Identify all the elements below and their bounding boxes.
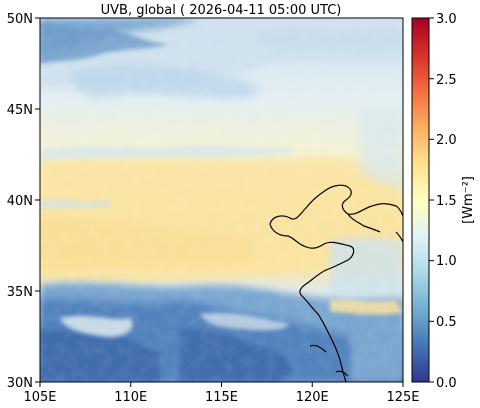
lon-axis bbox=[39, 382, 404, 387]
colorbar-tick-label: 0.5 bbox=[436, 315, 457, 330]
colorbar-tick-label: 1.0 bbox=[436, 254, 457, 269]
lat-tick-label: 50N bbox=[7, 12, 33, 27]
lat-tick-label: 45N bbox=[7, 103, 33, 118]
coastline bbox=[269, 184, 403, 382]
lon-tick-label: 110E bbox=[114, 390, 147, 405]
colorbar-tick-label: 3.0 bbox=[436, 12, 457, 27]
colorbar-tick-label: 2.0 bbox=[436, 133, 457, 148]
lat-tick-label: 40N bbox=[7, 194, 33, 209]
colorbar-ticks bbox=[429, 17, 434, 383]
lon-tick-label: 115E bbox=[205, 390, 238, 405]
lon-tick-label: 120E bbox=[296, 390, 329, 405]
lat-tick-label: 35N bbox=[7, 285, 33, 300]
colorbar-tick-label: 1.5 bbox=[436, 194, 457, 209]
lon-tick-label: 125E bbox=[386, 390, 419, 405]
map-title: UVB, global ( 2026-04-11 05:00 UTC) bbox=[101, 3, 342, 18]
colorbar-tick-label: 0.0 bbox=[436, 376, 457, 391]
lon-tick-label: 105E bbox=[23, 390, 56, 405]
colorbar-tick-label: 2.5 bbox=[436, 73, 457, 88]
colorbar bbox=[411, 17, 430, 383]
colorbar-unit-label: [Wm⁻²] bbox=[461, 176, 476, 224]
uvb-field bbox=[40, 18, 403, 382]
lat-tick-label: 30N bbox=[7, 376, 33, 391]
lat-axis bbox=[35, 17, 40, 383]
